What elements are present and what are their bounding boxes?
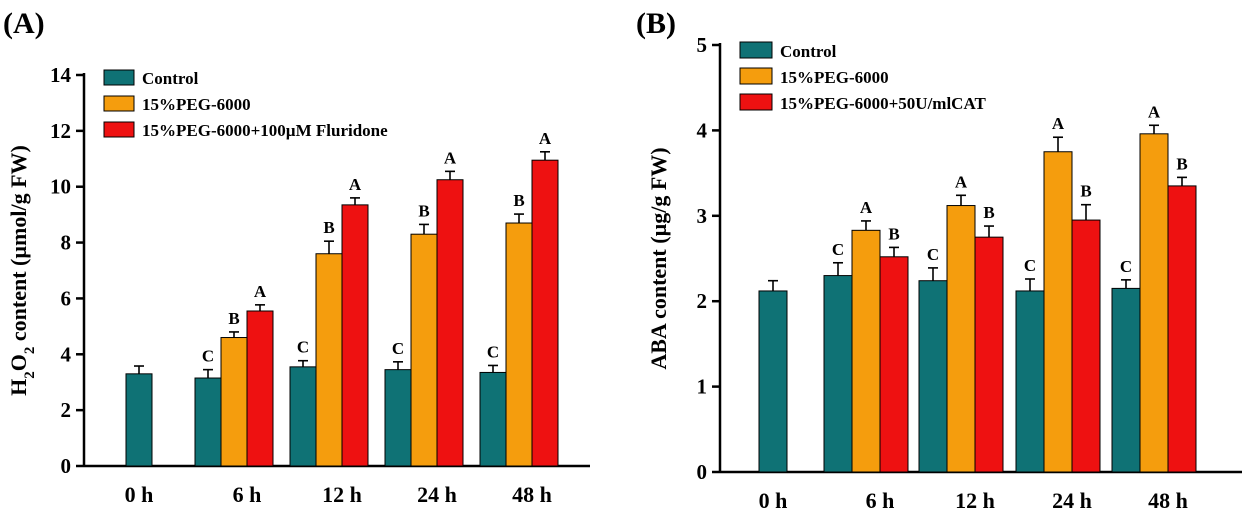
significance-label: C bbox=[202, 347, 214, 366]
bar bbox=[384, 369, 412, 467]
significance-label: A bbox=[860, 198, 873, 217]
significance-label: C bbox=[297, 338, 309, 357]
bar bbox=[289, 366, 317, 467]
x-tick-label: 48 h bbox=[1148, 488, 1188, 513]
significance-label: B bbox=[323, 218, 334, 237]
y-tick-label: 2 bbox=[61, 398, 72, 422]
y-tick-label: 2 bbox=[697, 289, 708, 313]
panel-b: (B) ABA content (µg/g FW) 0 1 2 3 4 5 0 h 6 h 12 h… bbox=[636, 7, 1242, 513]
legend-label: 15%PEG-6000 bbox=[142, 95, 251, 114]
bar bbox=[436, 179, 464, 467]
y-label-part: O bbox=[6, 354, 31, 371]
significance-label: B bbox=[513, 191, 524, 210]
y-tick-label: 12 bbox=[50, 119, 71, 143]
y-label-part: content (µmol/g FW) bbox=[6, 145, 31, 346]
y-label-part: H bbox=[6, 379, 31, 396]
y-tick-label: 10 bbox=[50, 175, 71, 199]
x-tick-label: 0 h bbox=[759, 488, 788, 513]
panel-label: (B) bbox=[636, 7, 676, 40]
bar bbox=[879, 256, 909, 473]
bar bbox=[758, 290, 788, 473]
significance-label: A bbox=[349, 175, 362, 194]
legend-label: 15%PEG-6000+100µM Fluridone bbox=[142, 121, 388, 140]
x-tick-label: 48 h bbox=[512, 482, 552, 507]
significance-label: A bbox=[1148, 102, 1161, 121]
bar bbox=[1015, 290, 1045, 473]
significance-label: C bbox=[392, 339, 404, 358]
y-axis-label: ABA content (µg/g FW) bbox=[646, 147, 671, 369]
significance-label: A bbox=[1052, 114, 1065, 133]
bar bbox=[974, 236, 1004, 473]
bar bbox=[125, 373, 153, 467]
y-tick-label: 4 bbox=[61, 342, 72, 366]
significance-label: A bbox=[444, 148, 457, 167]
legend-swatch bbox=[103, 121, 135, 138]
bar bbox=[946, 205, 976, 473]
significance-label: B bbox=[418, 201, 429, 220]
bar bbox=[1043, 151, 1073, 473]
bar bbox=[505, 222, 533, 467]
y-axis-label: H2O2 content (µmol/g FW) bbox=[6, 145, 38, 396]
x-tick-label: 24 h bbox=[1052, 488, 1092, 513]
significance-label: A bbox=[955, 172, 968, 191]
significance-label: B bbox=[1080, 182, 1091, 201]
panel-a: (A)H2O2 content (µmol/g FW)024681012140 … bbox=[3, 7, 590, 507]
y-tick-label: 0 bbox=[61, 454, 72, 478]
legend-label: Control bbox=[780, 42, 837, 61]
y-tick-label: 3 bbox=[697, 204, 708, 228]
significance-label: B bbox=[1176, 154, 1187, 173]
y-tick-label: 1 bbox=[697, 375, 708, 399]
significance-label: C bbox=[1024, 256, 1036, 275]
bar bbox=[918, 280, 948, 473]
y-tick-label: 14 bbox=[50, 63, 72, 87]
bar bbox=[410, 233, 438, 467]
significance-label: B bbox=[983, 203, 994, 222]
y-label-subscript: 2 bbox=[22, 347, 38, 355]
x-tick-label: 0 h bbox=[125, 482, 154, 507]
bar bbox=[246, 310, 274, 467]
y-tick-label: 8 bbox=[61, 231, 72, 255]
bar bbox=[1167, 185, 1197, 473]
significance-label: C bbox=[1120, 257, 1132, 276]
y-label-part: ABA content (µg/g FW) bbox=[646, 147, 671, 369]
x-tick-label: 12 h bbox=[322, 482, 362, 507]
bar bbox=[1071, 219, 1101, 473]
legend-swatch bbox=[739, 67, 773, 85]
significance-label: C bbox=[487, 342, 499, 361]
legend-swatch bbox=[739, 41, 773, 59]
bar bbox=[531, 159, 559, 467]
bar bbox=[479, 371, 507, 467]
bar bbox=[1139, 133, 1169, 473]
significance-label: C bbox=[832, 240, 844, 259]
significance-label: A bbox=[254, 282, 267, 301]
y-tick-label: 4 bbox=[697, 118, 708, 142]
x-tick-label: 24 h bbox=[417, 482, 457, 507]
legend-label: 15%PEG-6000 bbox=[780, 68, 889, 87]
panel-label: (A) bbox=[3, 7, 45, 40]
y-tick-label: 0 bbox=[697, 460, 708, 484]
x-tick-label: 12 h bbox=[955, 488, 995, 513]
y-label-subscript: 2 bbox=[22, 371, 38, 379]
x-tick-label: 6 h bbox=[233, 482, 262, 507]
bar bbox=[1111, 287, 1141, 473]
legend-label: Control bbox=[142, 69, 199, 88]
significance-label: B bbox=[888, 224, 899, 243]
significance-label: A bbox=[539, 129, 552, 148]
y-tick-label: 6 bbox=[61, 286, 72, 310]
legend-label: 15%PEG-6000+50U/mlCAT bbox=[780, 94, 986, 113]
bar bbox=[220, 337, 248, 467]
bar bbox=[315, 253, 343, 467]
significance-label: B bbox=[228, 309, 239, 328]
legend-swatch bbox=[739, 93, 773, 111]
y-tick-label: 5 bbox=[697, 33, 708, 57]
legend-swatch bbox=[103, 95, 135, 112]
x-tick-label: 6 h bbox=[866, 488, 895, 513]
bar bbox=[341, 204, 369, 467]
bar bbox=[823, 275, 853, 473]
bar bbox=[851, 229, 881, 473]
bar bbox=[194, 377, 222, 467]
legend-swatch bbox=[103, 69, 135, 86]
significance-label: C bbox=[927, 245, 939, 264]
